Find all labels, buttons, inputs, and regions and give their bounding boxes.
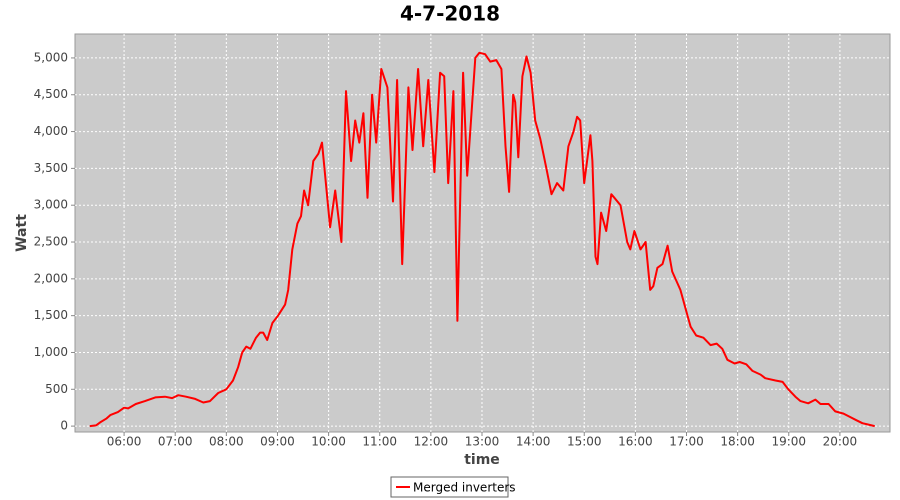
x-tick-label: 18:00 [720, 435, 755, 449]
y-axis-label: Watt [14, 214, 30, 252]
y-tick-label: 2,500 [34, 235, 68, 249]
data-line [89, 51, 875, 428]
legend-label: Merged inverters [413, 481, 516, 495]
x-tick-label: 15:00 [567, 435, 602, 449]
legend [390, 476, 509, 498]
x-tick-label: 13:00 [465, 435, 500, 449]
x-tick-label: 17:00 [669, 435, 704, 449]
y-tick-label: 2,000 [34, 271, 68, 285]
x-tick-label: 06:00 [107, 435, 142, 449]
chart-title: 4-7-2018 [400, 2, 500, 26]
x-tick-label: 10:00 [311, 435, 346, 449]
x-axis-label: time [464, 452, 500, 468]
y-tick-label: 0 [60, 419, 68, 433]
x-tick-label: 11:00 [362, 435, 397, 449]
y-tick-label: 4,000 [34, 124, 68, 138]
x-tick-label: 09:00 [260, 435, 295, 449]
y-tick-label: 1,000 [34, 345, 68, 359]
y-tick-label: 1,500 [34, 308, 68, 322]
x-tick-label: 19:00 [771, 435, 806, 449]
y-tick-label: 500 [45, 382, 68, 396]
x-tick-label: 12:00 [414, 435, 449, 449]
y-tick-label: 5,000 [34, 50, 68, 64]
plot-area [74, 33, 891, 433]
x-tick-label: 08:00 [209, 435, 244, 449]
x-tick-label: 07:00 [158, 435, 193, 449]
y-tick-label: 3,500 [34, 161, 68, 175]
y-tick-label: 4,500 [34, 87, 68, 101]
x-tick-label: 14:00 [516, 435, 551, 449]
x-tick-label: 20:00 [823, 435, 858, 449]
y-tick-label: 3,000 [34, 198, 68, 212]
x-tick-label: 16:00 [618, 435, 653, 449]
